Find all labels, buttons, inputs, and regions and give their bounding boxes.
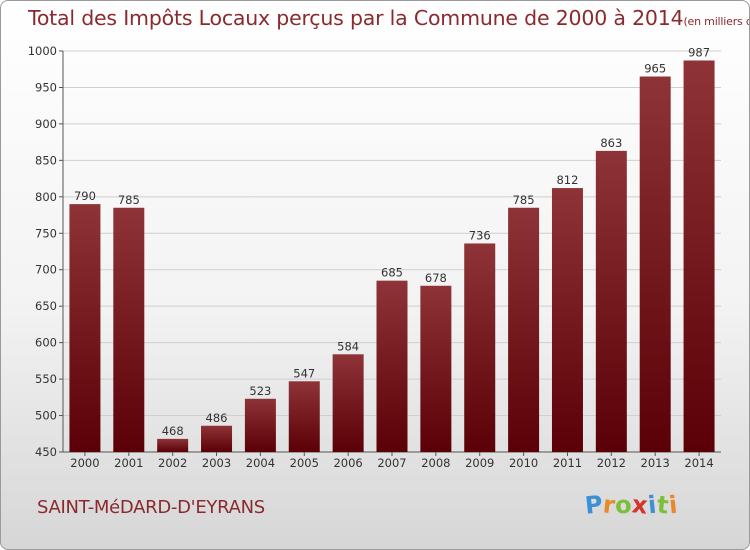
x-tick-label: 2008 bbox=[421, 456, 450, 470]
y-tick-label: 450 bbox=[35, 445, 57, 459]
bar bbox=[420, 285, 452, 452]
bar-value-label: 785 bbox=[513, 193, 535, 207]
bar bbox=[508, 207, 540, 452]
chart-title-unit: (en milliers d'€) bbox=[683, 15, 749, 28]
chart-title-text: Total des Impôts Locaux perçus par la Co… bbox=[28, 6, 684, 30]
bar bbox=[464, 243, 496, 452]
bar bbox=[595, 150, 627, 453]
y-tick-label: 800 bbox=[35, 190, 57, 204]
bar bbox=[376, 280, 408, 452]
y-tick-label: 650 bbox=[35, 299, 57, 313]
x-tick-label: 2002 bbox=[158, 456, 187, 470]
bar bbox=[683, 60, 715, 452]
y-tick-label: 550 bbox=[35, 372, 57, 386]
bar-value-label: 863 bbox=[600, 136, 622, 150]
bar-value-label: 547 bbox=[293, 366, 315, 380]
bar-value-label: 468 bbox=[162, 424, 184, 438]
bar-value-label: 812 bbox=[556, 173, 578, 187]
bar-value-label: 678 bbox=[425, 271, 447, 285]
x-tick-label: 2010 bbox=[509, 456, 538, 470]
y-tick-label: 750 bbox=[35, 226, 57, 240]
x-tick-label: 2004 bbox=[246, 456, 275, 470]
bar-value-label: 685 bbox=[381, 266, 403, 280]
bar bbox=[551, 188, 583, 452]
bar bbox=[69, 204, 101, 452]
y-tick-label: 500 bbox=[35, 409, 57, 423]
bar bbox=[332, 354, 364, 452]
y-tick-label: 850 bbox=[35, 153, 57, 167]
bar bbox=[288, 381, 320, 452]
proxiti-logo: Proxiti bbox=[584, 490, 680, 520]
x-tick-label: 2007 bbox=[377, 456, 406, 470]
bar bbox=[201, 425, 233, 452]
bar-value-label: 486 bbox=[206, 411, 228, 425]
bar bbox=[157, 438, 189, 452]
bar-value-label: 584 bbox=[337, 339, 359, 353]
bar-value-label: 987 bbox=[688, 45, 710, 59]
bar-value-label: 785 bbox=[118, 193, 140, 207]
x-tick-label: 2012 bbox=[597, 456, 626, 470]
x-tick-label: 2006 bbox=[333, 456, 362, 470]
bar-value-label: 736 bbox=[469, 228, 491, 242]
chart-title: Total des Impôts Locaux perçus par la Co… bbox=[28, 6, 749, 30]
bar-value-label: 523 bbox=[249, 384, 271, 398]
bar bbox=[244, 398, 276, 452]
x-tick-label: 2005 bbox=[290, 456, 319, 470]
commune-name: SAINT-MéDARD-D'EYRANS bbox=[37, 497, 265, 518]
y-tick-label: 600 bbox=[35, 336, 57, 350]
y-tick-label: 700 bbox=[35, 263, 57, 277]
bar-value-label: 790 bbox=[74, 189, 96, 203]
y-tick-label: 1000 bbox=[28, 44, 57, 58]
x-tick-label: 2001 bbox=[114, 456, 143, 470]
y-tick-label: 950 bbox=[35, 80, 57, 94]
x-tick-label: 2009 bbox=[465, 456, 494, 470]
x-tick-label: 2011 bbox=[553, 456, 582, 470]
bar bbox=[113, 207, 145, 452]
logo-letter: i bbox=[667, 490, 680, 520]
bar-value-label: 965 bbox=[644, 62, 666, 76]
x-tick-label: 2000 bbox=[70, 456, 99, 470]
x-tick-label: 2013 bbox=[641, 456, 670, 470]
y-tick-label: 900 bbox=[35, 117, 57, 131]
bar bbox=[639, 76, 671, 452]
x-tick-label: 2014 bbox=[684, 456, 713, 470]
x-tick-label: 2003 bbox=[202, 456, 231, 470]
